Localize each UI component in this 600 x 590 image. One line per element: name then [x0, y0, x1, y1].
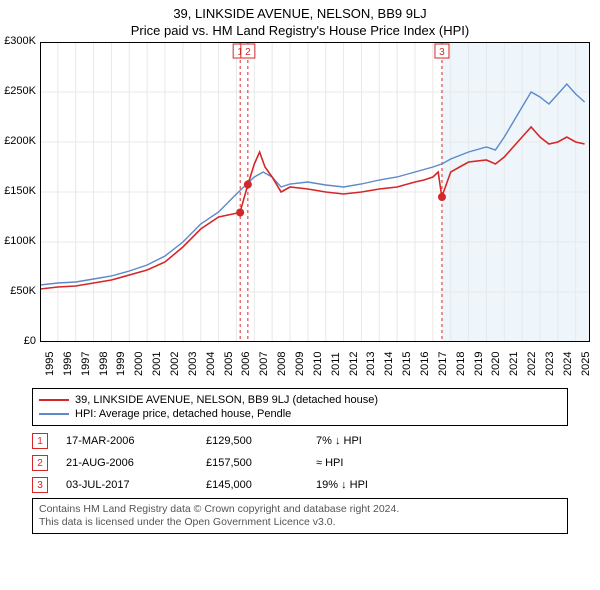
xtick-label: 2018 — [455, 352, 467, 376]
xtick-label: 1997 — [80, 352, 92, 376]
xtick-label: 2008 — [276, 352, 288, 376]
xtick-label: 2022 — [526, 352, 538, 376]
transaction-marker-box: 2 — [32, 455, 48, 471]
table-row: 3 03-JUL-2017 £145,000 19% ↓ HPI — [32, 474, 568, 496]
transaction-delta: 19% ↓ HPI — [316, 479, 436, 491]
legend-swatch — [39, 399, 69, 401]
xtick-label: 2006 — [240, 352, 252, 376]
transaction-date: 17-MAR-2006 — [66, 435, 206, 447]
xtick-label: 2010 — [312, 352, 324, 376]
xtick-label: 1998 — [98, 352, 110, 376]
footer-line: This data is licensed under the Open Gov… — [39, 516, 561, 529]
ytick-label: £100K — [4, 235, 36, 247]
xtick-label: 2024 — [562, 352, 574, 376]
transaction-delta: 7% ↓ HPI — [316, 435, 436, 447]
y-axis-ticks: £0£50K£100K£150K£200K£250K£300K — [0, 42, 38, 342]
ytick-label: £300K — [4, 35, 36, 47]
xtick-label: 2001 — [151, 352, 163, 376]
table-row: 2 21-AUG-2006 £157,500 ≈ HPI — [32, 452, 568, 474]
ytick-label: £50K — [10, 285, 36, 297]
x-axis-ticks: 1995 1996 1997 1998 1999 2000 2001 2002 2003 2004… — [40, 342, 590, 382]
xtick-label: 2009 — [294, 352, 306, 376]
xtick-label: 2005 — [223, 352, 235, 376]
xtick-label: 2007 — [258, 352, 270, 376]
chart-area: 123 £0£50K£100K£150K£200K£250K£300K — [40, 42, 590, 342]
transaction-price: £145,000 — [206, 479, 316, 491]
plot-border — [40, 42, 590, 342]
transaction-marker-box: 1 — [32, 433, 48, 449]
xtick-label: 2012 — [348, 352, 360, 376]
xtick-label: 2013 — [365, 352, 377, 376]
ytick-label: £150K — [4, 185, 36, 197]
footer-line: Contains HM Land Registry data © Crown c… — [39, 503, 561, 516]
xtick-label: 2023 — [544, 352, 556, 376]
chart-title: 39, LINKSIDE AVENUE, NELSON, BB9 9LJ — [0, 0, 600, 21]
xtick-label: 2000 — [133, 352, 145, 376]
xtick-label: 2020 — [490, 352, 502, 376]
ytick-label: £250K — [4, 85, 36, 97]
chart-subtitle: Price paid vs. HM Land Registry's House … — [0, 21, 600, 42]
transaction-date: 21-AUG-2006 — [66, 457, 206, 469]
legend: 39, LINKSIDE AVENUE, NELSON, BB9 9LJ (de… — [32, 388, 568, 426]
xtick-label: 2015 — [401, 352, 413, 376]
xtick-label: 2025 — [580, 352, 592, 376]
legend-swatch — [39, 413, 69, 415]
transaction-delta: ≈ HPI — [316, 457, 436, 469]
transaction-marker-box: 3 — [32, 477, 48, 493]
xtick-label: 2004 — [205, 352, 217, 376]
transaction-price: £129,500 — [206, 435, 316, 447]
xtick-label: 2017 — [437, 352, 449, 376]
legend-item: 39, LINKSIDE AVENUE, NELSON, BB9 9LJ (de… — [39, 393, 561, 407]
legend-item: HPI: Average price, detached house, Pend… — [39, 407, 561, 421]
xtick-label: 1996 — [62, 352, 74, 376]
xtick-label: 2002 — [169, 352, 181, 376]
ytick-label: £0 — [24, 335, 36, 347]
ytick-label: £200K — [4, 135, 36, 147]
transaction-price: £157,500 — [206, 457, 316, 469]
xtick-label: 2021 — [508, 352, 520, 376]
legend-label: HPI: Average price, detached house, Pend… — [75, 408, 291, 420]
xtick-label: 2014 — [383, 352, 395, 376]
xtick-label: 2016 — [419, 352, 431, 376]
xtick-label: 1995 — [44, 352, 56, 376]
transactions-table: 1 17-MAR-2006 £129,500 7% ↓ HPI 2 21-AUG… — [32, 430, 568, 496]
xtick-label: 2019 — [473, 352, 485, 376]
transaction-date: 03-JUL-2017 — [66, 479, 206, 491]
xtick-label: 2003 — [187, 352, 199, 376]
legend-label: 39, LINKSIDE AVENUE, NELSON, BB9 9LJ (de… — [75, 394, 378, 406]
xtick-label: 1999 — [115, 352, 127, 376]
table-row: 1 17-MAR-2006 £129,500 7% ↓ HPI — [32, 430, 568, 452]
xtick-label: 2011 — [330, 352, 342, 376]
footer-attribution: Contains HM Land Registry data © Crown c… — [32, 498, 568, 534]
